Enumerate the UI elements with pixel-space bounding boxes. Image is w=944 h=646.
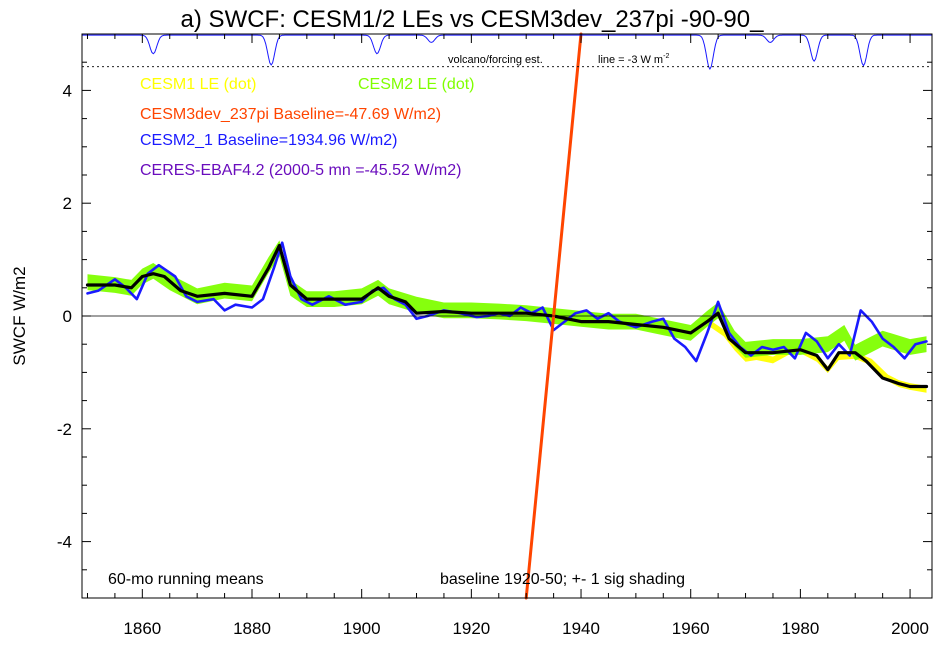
series-ensemble-mean [85,243,929,389]
y-tick-label: 0 [63,307,72,326]
x-tick-label: 1980 [781,619,819,638]
x-tick-label: 1940 [562,619,600,638]
x-tick-label: 1900 [343,619,381,638]
legend: CESM1 LE (dot) CESM2 LE (dot) CESM3dev_2… [140,76,474,179]
plot-frame [81,33,933,599]
series-cesm2-1-baseline-1934-96-w-m2 [86,241,928,363]
legend-ceres-ebaf: CERES-EBAF4.2 (2000-5 mn =-45.52 W/m2) [140,162,461,179]
legend-cesm1-le: CESM1 LE (dot) [140,76,256,93]
legend-cesm2-le: CESM2 LE (dot) [358,76,474,93]
y-tick-label: 4 [63,81,72,100]
chart-title: a) SWCF: CESM1/2 LEs vs CESM3dev_237pi -… [181,6,765,33]
line-annotation-text: line = -3 W m [598,54,663,66]
line-annotation-sup: -2 [663,53,669,60]
legend-cesm3dev: CESM3dev_237pi Baseline=-47.69 W/m2) [140,106,441,123]
ticks-layer: 1860 1880 1900 1920 1940 1960 1980 2000 -4 -2 0 2 4 [57,33,932,638]
volcano-annotation: volcano/forcing est. [448,54,543,66]
y-axis-label: SWCF W/m2 [10,266,29,365]
running-mean-annotation: 60-mo running means [108,571,264,588]
x-tick-label: 1880 [233,619,271,638]
x-tick-label: 2000 [891,619,929,638]
baseline-annotation: baseline 1920-50; +- 1 sig shading [440,571,685,588]
lines-layer [82,32,932,600]
x-tick-label: 1920 [452,619,490,638]
x-tick-label: 1960 [672,619,710,638]
legend-cesm2-1: CESM2_1 Baseline=1934.96 W/m2) [140,132,397,149]
y-tick-label: -4 [57,533,72,552]
volcano-forcing-line [82,34,932,71]
y-tick-label: 2 [63,194,72,213]
line-annotation: line = -3 W m-2 [598,53,669,66]
y-tick-label: -2 [57,420,72,439]
x-tick-label: 1860 [123,619,161,638]
